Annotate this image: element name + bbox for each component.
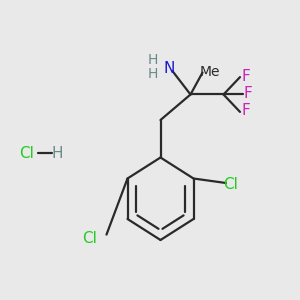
Text: F: F — [242, 69, 250, 84]
Text: F: F — [242, 103, 250, 118]
Text: H: H — [148, 68, 158, 81]
Text: H: H — [51, 146, 63, 160]
Text: Cl: Cl — [224, 177, 238, 192]
Text: Cl: Cl — [82, 231, 98, 246]
Text: H: H — [148, 53, 158, 67]
Text: Me: Me — [200, 65, 220, 79]
Text: F: F — [243, 86, 252, 101]
Text: Cl: Cl — [19, 146, 34, 160]
Text: N: N — [164, 61, 175, 76]
